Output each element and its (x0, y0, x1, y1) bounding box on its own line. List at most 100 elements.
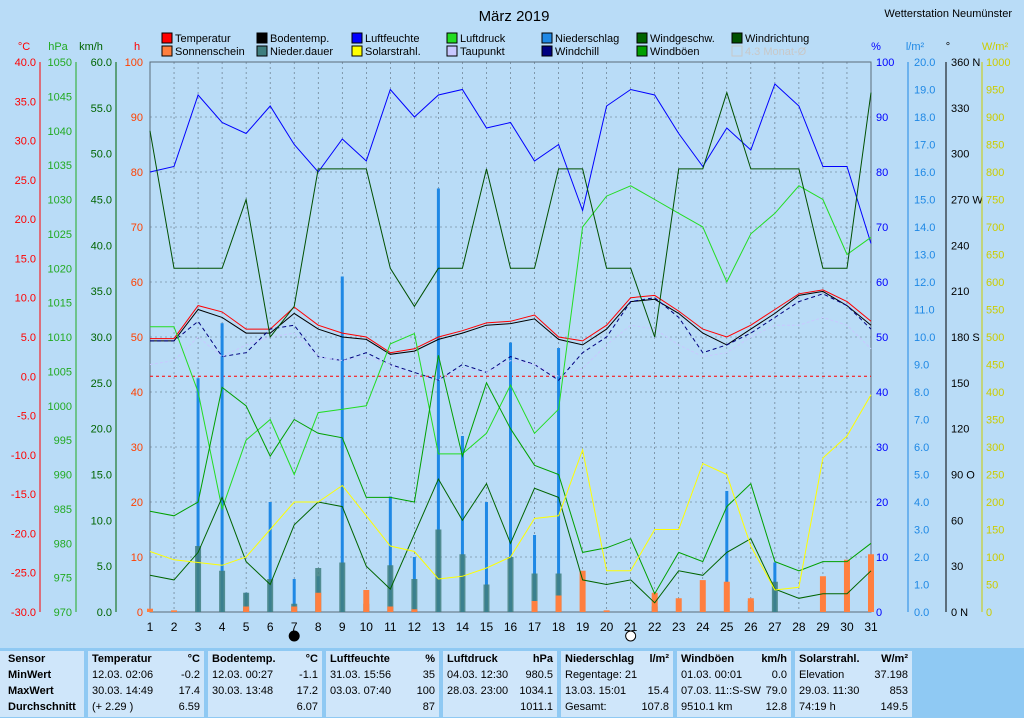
tick-label-lm2: 12.0 (914, 277, 935, 289)
tick-label-h: 80 (131, 167, 143, 179)
x-tick-label: 16 (504, 620, 518, 634)
right-axes: 100908070605040302010020.019.018.017.016… (876, 57, 1010, 619)
tick-label-hpa: 1025 (48, 229, 72, 241)
bar-sonnenschein (579, 570, 586, 612)
tick-label-h: 30 (131, 442, 143, 454)
tick-label-temp: -30.0 (11, 607, 36, 619)
x-tick-label: 15 (480, 620, 494, 634)
line-luftdruck (150, 185, 872, 511)
tick-label-lm2: 11.0 (914, 305, 935, 317)
legend-label: Sonnenschein (175, 46, 245, 58)
bar-sonnenschein (291, 606, 298, 612)
axis-unit-temp: °C (18, 41, 30, 53)
tick-label-hpa: 1030 (48, 195, 72, 207)
bar-niederschlag (388, 496, 392, 612)
tick-label-kmh: 0.0 (97, 607, 112, 619)
tick-label-h: 90 (131, 112, 143, 124)
bar-sonnenschein (723, 581, 730, 612)
stat-row-label: Regentage: 21 (565, 669, 638, 681)
bar-niederschlag (292, 579, 296, 612)
x-tick-label: 2 (171, 620, 178, 634)
bar-niederschlag (196, 378, 200, 612)
tick-label-hpa: 1020 (48, 263, 72, 275)
tick-label-wm2: 650 (986, 250, 1004, 262)
stat-row-label: (+ 2.29 ) (92, 701, 134, 713)
bar-sonnenschein (675, 598, 682, 612)
stat-row-value: 149.5 (880, 701, 908, 713)
legend-label: Taupunkt (460, 46, 505, 58)
stat-row: Elevation 37.198 (795, 667, 912, 683)
stat-row: Gesamt: 107.8 (561, 699, 673, 715)
tick-label-deg: 120 (951, 424, 969, 436)
bar-sonnenschein (243, 606, 250, 612)
stat-row-value: 6.59 (178, 701, 200, 713)
tick-label-deg: 210 (951, 286, 969, 298)
line-luftfeuchte (149, 83, 872, 244)
bar-sonnenschein (699, 580, 706, 612)
tick-label-kmh: 20.0 (91, 424, 112, 436)
axis-unit-wm2: W/m² (982, 41, 1009, 53)
tick-label-lm2: 9.0 (914, 360, 929, 372)
tick-label-wm2: 900 (986, 112, 1004, 124)
tick-label-hpa: 1015 (48, 298, 72, 310)
stat-unit: °C (187, 653, 200, 665)
x-tick-label: 13 (432, 620, 446, 634)
tick-label-temp: 0.0 (21, 371, 36, 383)
tick-label-temp: 10.0 (15, 293, 36, 305)
stat-row-label: 07.03. 11::S-SW (681, 685, 761, 697)
tick-label-lm2: 14.0 (914, 222, 935, 234)
legend-label: Solarstrahl. (365, 46, 421, 58)
x-tick-label: 14 (456, 620, 470, 634)
stat-row: 12.03. 02:06 -0.2 (88, 667, 204, 683)
stat-row-label: 29.03. 11:30 (799, 685, 860, 697)
legend-swatch (541, 45, 553, 57)
bar-niederdauer (243, 592, 250, 612)
x-tick-label: 28 (792, 620, 806, 634)
stat-row-label: 31.03. 15:56 (330, 669, 392, 681)
stat-row-value: 17.2 (296, 685, 318, 697)
stats-table: Sensor MinWert MaxWert Durchschnitt Temp… (0, 648, 1024, 718)
tick-label-pct: 40 (876, 387, 888, 399)
bar-niederdauer (339, 562, 346, 612)
left-axes: 40.0 35.0 30.0 25.0 20.0 15.0 10.0 5.0 0.0 -5.0 -1… (11, 57, 143, 619)
stat-title: Windböen km/h (681, 653, 787, 665)
stat-row: 1011.1 (443, 699, 557, 715)
tick-label-deg: 60 (951, 515, 963, 527)
stats-label: Sensor (8, 653, 46, 665)
stat-row-label: 9510.1 km (681, 701, 733, 713)
stat-row: 04.03. 12:30 980.5 (443, 667, 557, 683)
tick-label-wm2: 150 (986, 525, 1004, 537)
tick-label-lm2: 6.0 (914, 442, 929, 454)
x-tick-label: 25 (720, 620, 734, 634)
x-tick-label: 19 (576, 620, 590, 634)
tick-label-pct: 100 (876, 57, 894, 69)
stat-row-value: 853 (889, 685, 908, 697)
legend-label: Windrichtung (745, 33, 809, 45)
line-windchill (150, 293, 872, 381)
stat-row: 30.03. 14:49 17.4 (88, 683, 204, 699)
stat-row: 31.03. 15:56 35 (326, 667, 439, 683)
tick-label-wm2: 300 (986, 442, 1004, 454)
stat-row-value: 0.0 (771, 669, 787, 681)
legend-label: Luftdruck (460, 33, 506, 45)
tick-label-wm2: 450 (986, 360, 1004, 372)
tick-label-temp: 20.0 (15, 214, 36, 226)
stat-row-label: 28.03. 23:00 (447, 685, 509, 697)
x-tick-label: 29 (816, 620, 830, 634)
tick-label-hpa: 1050 (48, 57, 72, 69)
tick-label-hpa: 1045 (48, 91, 72, 103)
tick-label-wm2: 500 (986, 332, 1004, 344)
stats-row-labels: Sensor MinWert MaxWert Durchschnitt (0, 651, 84, 717)
tick-label-temp: 35.0 (15, 96, 36, 108)
stat-block-4: Niederschlag l/m² Regentage: 21 13.03. 15:0… (561, 651, 673, 717)
bar-niederdauer (771, 581, 778, 612)
stat-unit: % (425, 653, 435, 665)
legend-swatch (446, 45, 458, 57)
tick-label-hpa: 980 (54, 538, 72, 550)
stat-row-value: 15.4 (647, 685, 669, 697)
tick-label-wm2: 700 (986, 222, 1004, 234)
tick-label-lm2: 2.0 (914, 552, 929, 564)
legend-swatch (351, 32, 363, 44)
x-tick-label: 27 (768, 620, 782, 634)
tick-label-lm2: 7.0 (914, 415, 929, 427)
